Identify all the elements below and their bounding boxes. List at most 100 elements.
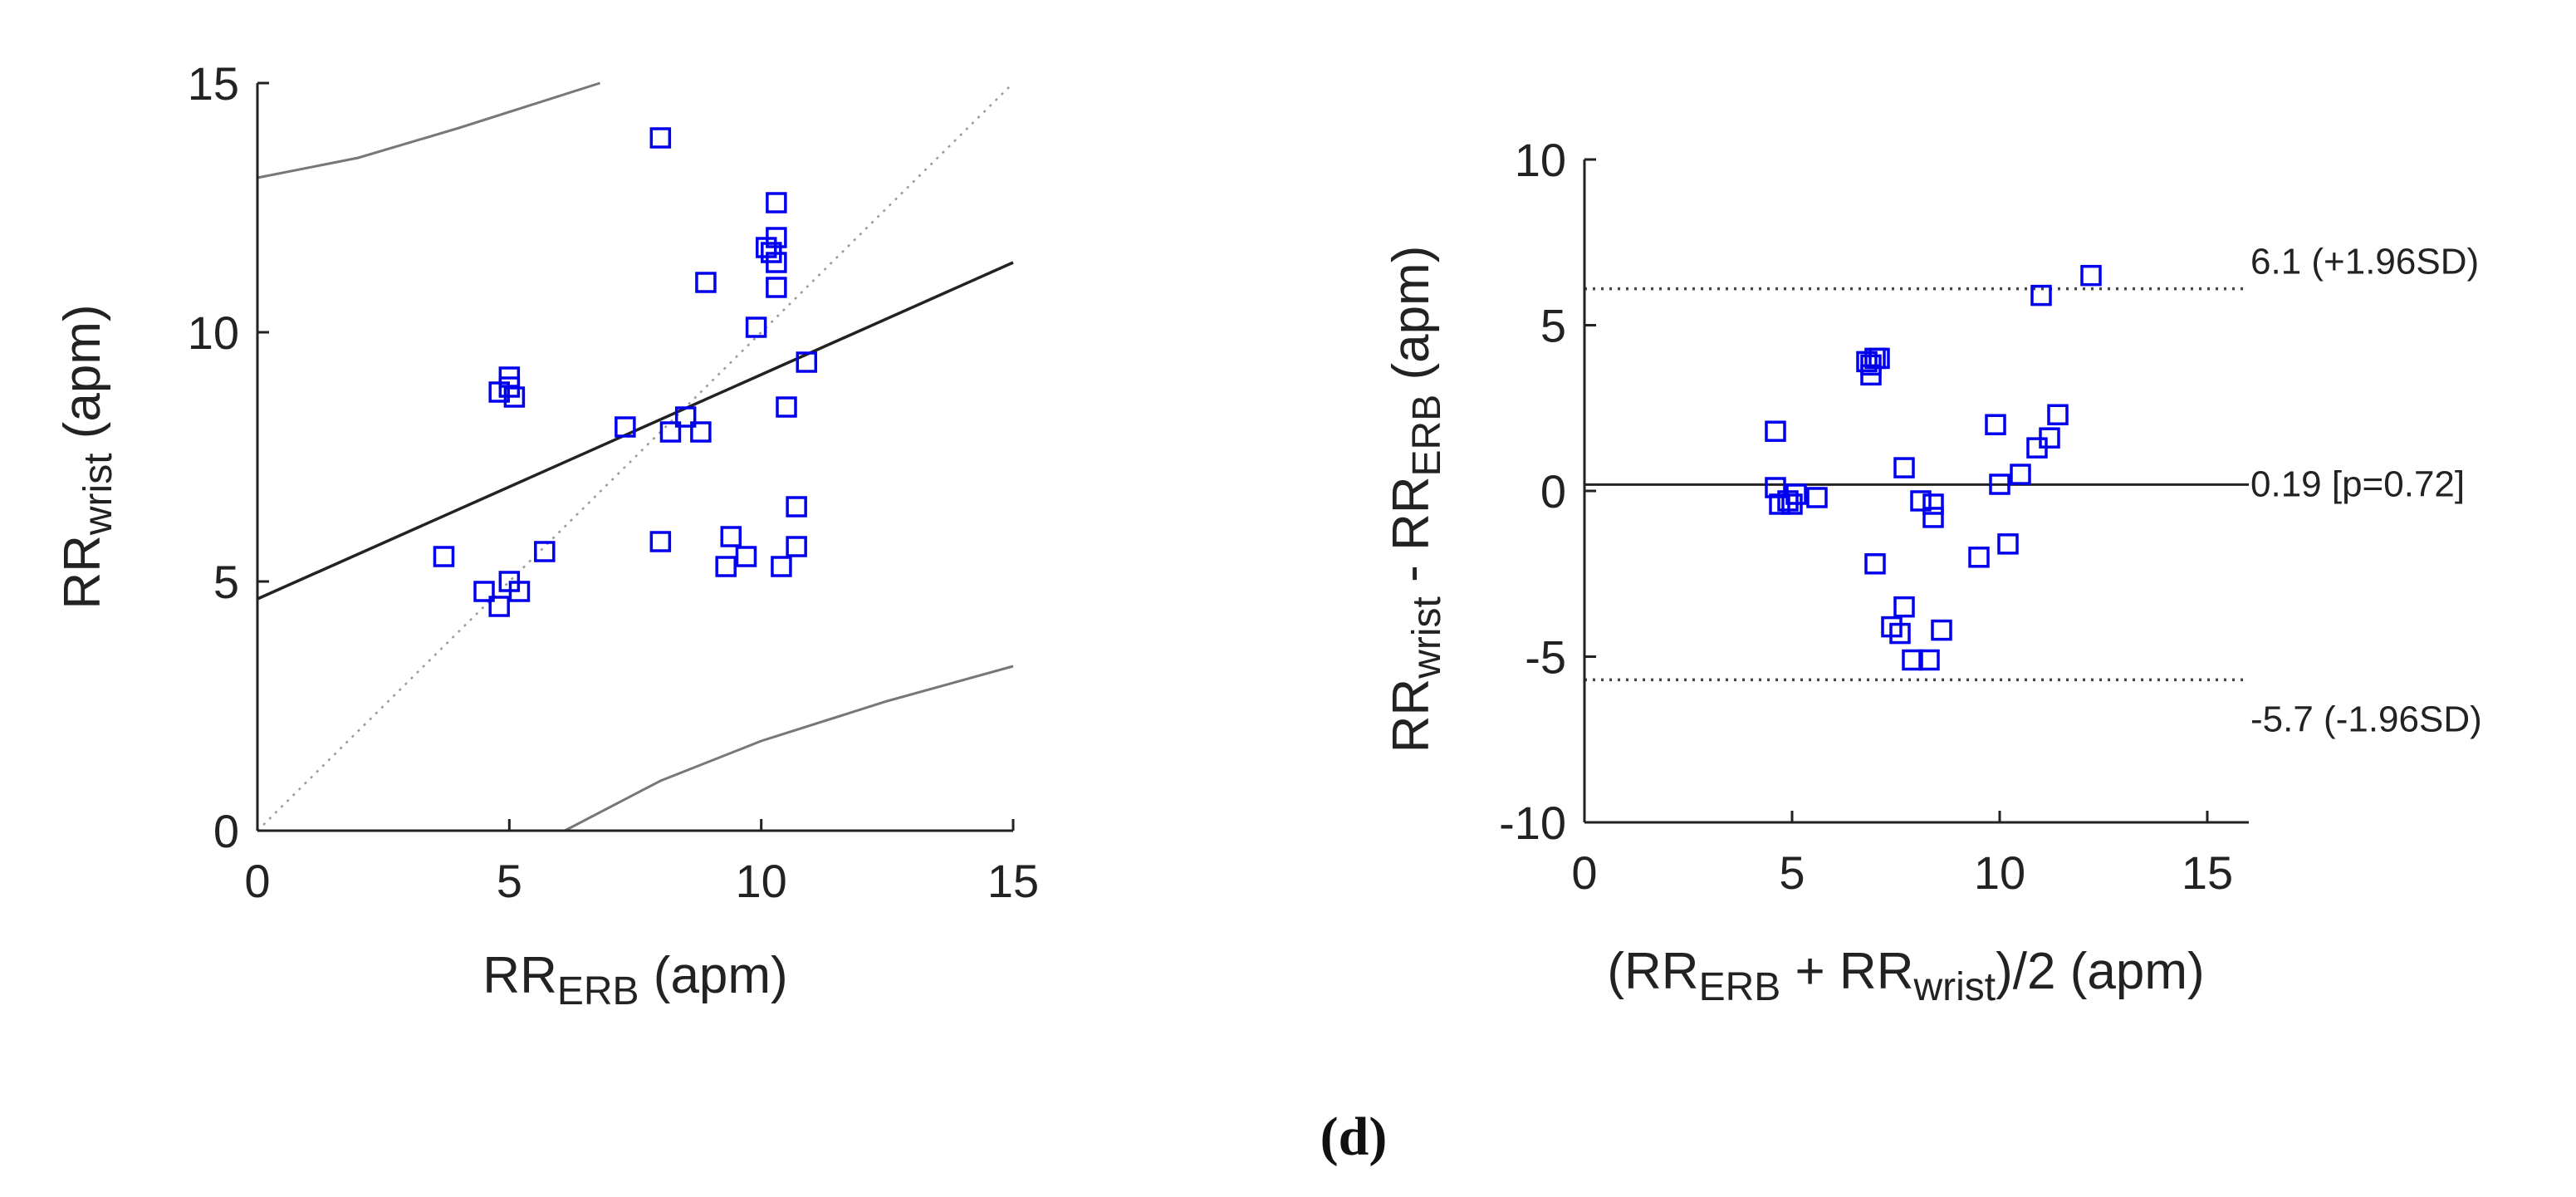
data-point-marker — [1985, 414, 2006, 435]
data-point-marker — [433, 546, 455, 567]
x-ticks: 0 5 10 15 — [1571, 811, 2233, 899]
y-tick-label: -10 — [1499, 797, 1566, 849]
y-axis-label-unit: (apm) — [54, 304, 111, 439]
data-point-marker — [776, 396, 797, 418]
data-point-marker — [786, 536, 807, 557]
y-ticks: -10 -5 0 5 10 — [1499, 134, 1596, 849]
data-points — [433, 127, 818, 617]
x-axis-label-prefix: (RR — [1607, 943, 1698, 1000]
y-tick-label: 5 — [213, 556, 239, 608]
y-tick-label: 10 — [188, 307, 239, 359]
data-point-marker — [771, 556, 792, 577]
data-point-marker — [503, 386, 526, 408]
x-ticks: 0 5 10 15 — [244, 819, 1039, 907]
data-point-marker — [534, 541, 556, 562]
data-point-marker — [674, 406, 697, 428]
data-point-marker — [766, 227, 787, 248]
axes: 0 5 10 15 -10 -5 0 5 10 — [1499, 134, 2249, 899]
data-point-marker — [2047, 404, 2069, 425]
upper-limit-label: 6.1 (+1.96SD) — [2250, 242, 2479, 282]
y-axis-label-main: RR — [54, 535, 111, 610]
data-point-marker — [1997, 533, 2019, 555]
x-axis-label-main: RR — [482, 947, 557, 1004]
data-point-marker — [1922, 507, 1944, 528]
data-point-marker — [1931, 619, 1952, 641]
data-point-marker — [715, 556, 737, 577]
x-axis-label: RRERB (apm) — [482, 947, 787, 1013]
data-point-marker — [796, 351, 818, 373]
data-point-marker — [473, 581, 495, 602]
data-point-marker — [1968, 547, 1990, 568]
data-point-marker — [745, 316, 767, 338]
data-point-marker — [1765, 477, 1786, 498]
y-tick-label: -5 — [1525, 631, 1566, 684]
data-point-marker — [1910, 490, 1932, 512]
data-point-marker — [1893, 457, 1915, 478]
lower-prediction-bound — [564, 665, 1014, 832]
x-axis-label-suffix: )/2 (apm) — [1996, 943, 2204, 1000]
data-point-marker — [1868, 347, 1890, 370]
y-axis-label-main1: RR — [1383, 679, 1440, 753]
x-tick-label: 0 — [1571, 846, 1597, 899]
data-point-marker — [735, 546, 757, 567]
data-point-marker — [2030, 284, 2052, 307]
data-point-marker — [615, 416, 636, 438]
upper-prediction-bound — [257, 81, 600, 179]
y-tick-label: 5 — [1540, 300, 1566, 352]
data-point-marker — [695, 272, 717, 293]
y-axis-label-sub2: ERB — [1405, 395, 1449, 477]
y-axis-label-sub: wrist — [76, 453, 120, 536]
data-point-marker — [1989, 473, 2010, 495]
bland-altman-chart: 0 5 10 15 -10 -5 0 5 10 6.1 (+1.96SD) 0.19 [p=0… — [1383, 134, 2482, 1009]
x-axis-label-mid: + RR — [1780, 943, 1913, 1000]
y-tick-label: 10 — [1515, 134, 1566, 186]
y-tick-label: 0 — [1540, 465, 1566, 518]
x-axis-label-sub2: wrist — [1912, 965, 1996, 1009]
x-axis-label-unit-text: (apm) — [654, 947, 788, 1004]
data-points — [1765, 264, 2102, 671]
x-tick-label: 15 — [2182, 846, 2233, 899]
data-point-marker — [766, 277, 787, 298]
data-point-marker — [649, 531, 672, 552]
data-point-marker — [720, 526, 742, 547]
y-axis-label-mid: - RR — [1383, 476, 1440, 596]
y-axis-label-unit: (apm) — [1383, 246, 1440, 395]
data-point-marker — [786, 496, 807, 518]
x-tick-label: 15 — [987, 855, 1039, 907]
data-point-marker — [488, 596, 510, 617]
data-point-marker — [766, 252, 787, 273]
data-point-marker — [690, 421, 712, 443]
data-point-marker — [2039, 427, 2060, 449]
y-ticks: 0 5 10 15 — [188, 57, 269, 857]
data-point-marker — [1864, 553, 1886, 575]
data-point-marker — [1922, 493, 1944, 515]
data-point-marker — [1806, 487, 1828, 508]
data-point-marker — [1765, 420, 1786, 442]
x-tick-label: 5 — [1779, 846, 1805, 899]
y-axis-label: RRwrist - RRERB (apm) — [1383, 246, 1449, 753]
x-tick-label: 0 — [244, 855, 270, 907]
data-point-marker — [2080, 264, 2102, 287]
y-tick-label: 15 — [188, 57, 239, 110]
lower-limit-label: -5.7 (-1.96SD) — [2250, 699, 2482, 739]
panel-label: (d) — [1320, 1106, 1388, 1167]
y-axis-label: RRwrist (apm) — [54, 304, 120, 609]
x-axis-label-unit — [639, 947, 654, 1004]
x-axis-label-sub1: ERB — [1699, 965, 1781, 1009]
x-tick-label: 10 — [736, 855, 787, 907]
data-point-marker — [1893, 596, 1915, 618]
x-axis-label-sub: ERB — [557, 969, 639, 1013]
data-point-marker — [1918, 649, 1940, 671]
x-axis-label: (RRERB + RRwrist)/2 (apm) — [1607, 943, 2204, 1009]
mean-difference-label: 0.19 [p=0.72] — [2250, 464, 2465, 504]
data-point-marker — [1902, 649, 1923, 671]
data-point-marker — [1785, 483, 1807, 505]
identity-line — [257, 82, 1014, 832]
data-point-marker — [1889, 622, 1911, 645]
data-point-marker — [766, 192, 787, 213]
y-axis-label-space — [54, 439, 111, 453]
data-point-marker — [649, 127, 672, 149]
y-tick-label: 0 — [213, 805, 239, 857]
